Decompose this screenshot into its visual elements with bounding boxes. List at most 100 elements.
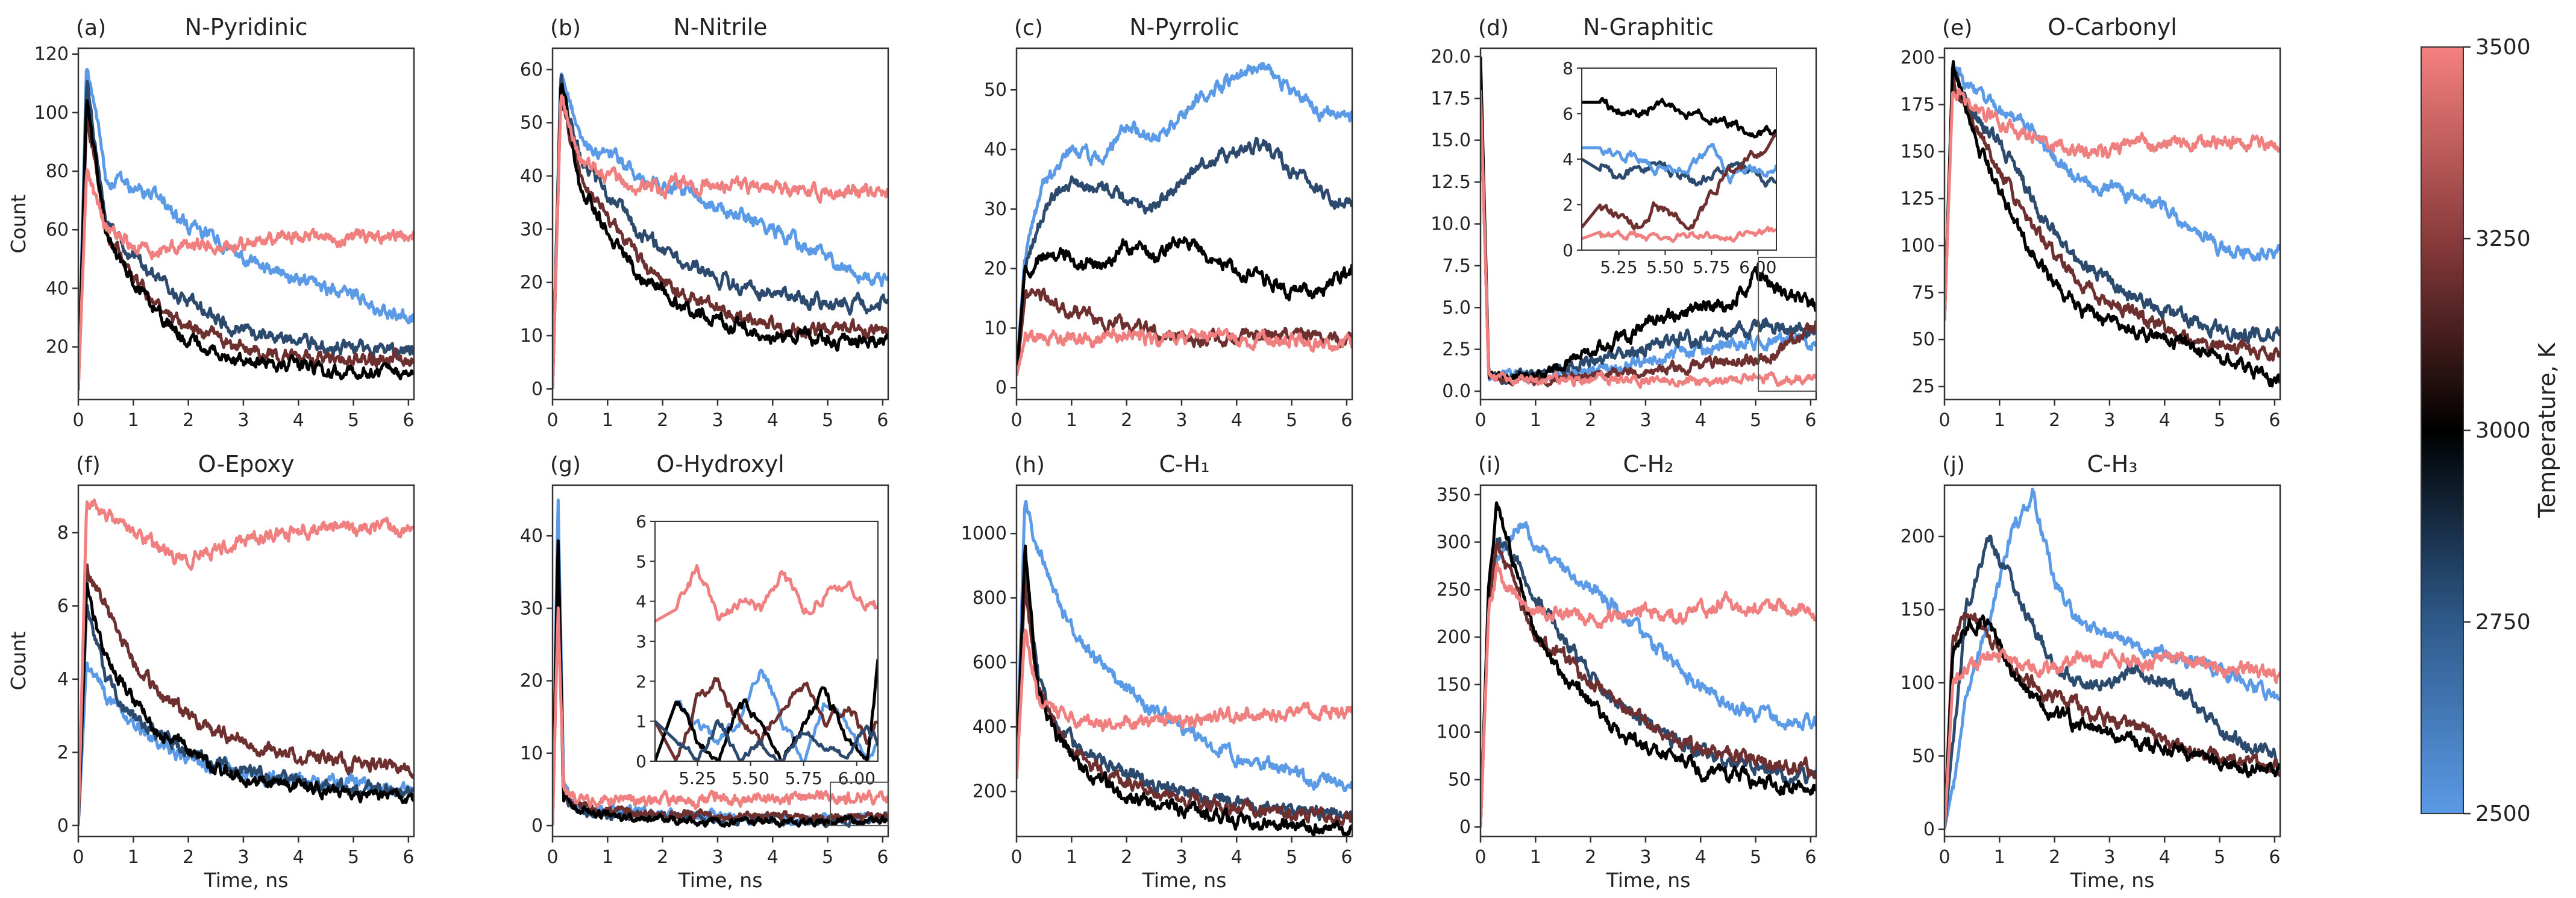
panel-e-ytick-label: 200 (1901, 48, 1935, 69)
panel-g-inset-series-black (655, 659, 878, 761)
panel-d-xtick-label: 1 (1530, 410, 1541, 431)
panel-h-xtick-label: 0 (1011, 847, 1022, 868)
panel-f-ytick-label: 6 (57, 595, 69, 617)
panel-j-series-3500-k (1945, 647, 2280, 830)
panel-a-lines (78, 68, 414, 391)
panel-h-series-3500-k (1017, 629, 1352, 779)
panel-i-xtick-label: 6 (1805, 847, 1816, 868)
panel-g-lines (553, 498, 888, 829)
panel-a: 0 1 2 3 4 5 6 20 40 60 80 100 120 (a) N-Pyridinic Count (7, 14, 415, 431)
panel-a-xtick-label: 4 (293, 410, 304, 431)
panel-d-inset-ytick-label: 4 (1562, 149, 1573, 169)
panel-g-frame (551, 484, 889, 838)
panel-j-ytick-label: 50 (1912, 746, 1935, 767)
colorbar-label: Temperature, K (2534, 342, 2560, 518)
panel-g-inset: 5.25 5.50 5.75 6.00 0 1 2 3 4 5 6 (636, 512, 879, 788)
panel-c-xtick-label: 3 (1176, 410, 1187, 431)
panel-f-title: O-Epoxy (198, 451, 295, 477)
panel-c-series-2500-k (1017, 61, 1352, 376)
panel-h-xtick-label: 4 (1231, 847, 1243, 868)
panel-b-xtick-label: 5 (822, 410, 833, 431)
panel-g-inset-xtick-label: 5.25 (678, 768, 716, 788)
panel-g-xtick-label: 4 (767, 847, 779, 868)
panel-g-ytick-label: 10 (520, 743, 543, 764)
panel-d-lines (1481, 56, 1816, 389)
panel-b-series-3250-k (553, 94, 888, 389)
panel-a-series-2750-k (78, 80, 414, 391)
panel-f-xtick-label: 2 (183, 847, 194, 868)
panel-h-series-2500-k (1017, 500, 1352, 793)
panel-g-zoom-box (830, 781, 889, 826)
panel-f-xtick-label: 4 (293, 847, 304, 868)
panel-e-ytick-label: 25 (1912, 376, 1935, 397)
panel-b-ytick-label: 40 (520, 166, 543, 187)
panel-a-ytick-label: 20 (46, 337, 69, 358)
panel-a-ytick-label: 80 (46, 161, 69, 182)
panel-c-xtick-label: 2 (1121, 410, 1132, 431)
panel-i-xtick-label: 0 (1474, 847, 1486, 868)
panel-g-title: O-Hydroxyl (656, 451, 784, 477)
panel-h-title: C-H₁ (1159, 451, 1209, 477)
colorbar-gradient (2421, 46, 2464, 814)
panel-b-ytick-label: 10 (520, 325, 543, 347)
panel-i-xtick-label: 5 (1750, 847, 1761, 868)
panel-j-ytick-label: 100 (1901, 673, 1935, 694)
panel-b-series-2500-k (553, 72, 888, 389)
panel-c: 0 1 2 3 4 5 6 0 10 20 30 40 50 (c) N-Pyrrolic (984, 14, 1353, 431)
panel-d-inset-series-darkred (1582, 132, 1776, 231)
panel-b-ytick-label: 0 (531, 378, 543, 400)
panel-d-inset-series-darkblue (1582, 157, 1776, 188)
panel-h-frame (1015, 484, 1353, 838)
panel-e-xtick-label: 2 (2049, 410, 2060, 431)
panel-e-lines (1945, 60, 2280, 388)
panel-i-xtick-label: 4 (1695, 847, 1706, 868)
panel-d-ytick-label: 10.0 (1431, 214, 1471, 235)
panel-d-inset-ytick-label: 6 (1562, 104, 1573, 124)
panel-j-ytick-label: 200 (1901, 526, 1935, 547)
panel-b-ytick-label: 50 (520, 113, 543, 134)
panel-i-ytick-label: 250 (1437, 579, 1471, 600)
panel-d-ytick-label: 2.5 (1442, 339, 1471, 360)
panel-g-ytick-label: 40 (520, 526, 543, 547)
panel-d-ytick-label: 5.0 (1442, 297, 1471, 318)
panel-i-xtick-label: 1 (1530, 847, 1541, 868)
panel-i-series-3500-k (1481, 562, 1816, 827)
panel-a-title: N-Pyridinic (185, 14, 308, 40)
panel-b-title: N-Nitrile (673, 14, 767, 40)
panel-f-xtick-label: 6 (403, 847, 414, 868)
panel-a-xtick-label: 0 (72, 410, 84, 431)
panel-e-title: O-Carbonyl (2048, 14, 2177, 40)
panel-e: 0 1 2 3 4 5 6 25 50 75 100 125 150 175 200 (e) O-Carbony… (1901, 14, 2281, 431)
panel-g-xlabel: Time, ns (678, 868, 763, 892)
panel-d-xtick-label: 3 (1640, 410, 1651, 431)
panel-c-title: N-Pyrrolic (1129, 14, 1239, 40)
panel-i-series-2750-k (1481, 536, 1816, 827)
panel-e-letter: (e) (1942, 16, 1972, 40)
panel-j-lines (1945, 488, 2280, 830)
panel-e-frame (1943, 47, 2281, 401)
panel-i-frame (1479, 484, 1817, 838)
panel-g-inset-ytick-label: 6 (636, 512, 647, 532)
panel-a-frame (77, 47, 415, 401)
panel-j-xtick-label: 6 (2269, 847, 2280, 868)
panel-b-xtick-label: 0 (547, 410, 558, 431)
panel-e-series-3250-k (1945, 72, 2280, 362)
panel-g-letter: (g) (550, 453, 581, 477)
panel-d-inset-ytick-label: 0 (1562, 240, 1573, 260)
panel-c-series-3000-k (1017, 236, 1352, 376)
panel-a-xtick-label: 6 (403, 410, 414, 431)
panel-e-ytick-label: 150 (1901, 141, 1935, 162)
panel-d-ytick-label: 17.5 (1431, 88, 1471, 109)
panel-b-frame (551, 47, 889, 401)
panel-h-series-2750-k (1017, 569, 1352, 821)
colorbar-tick-label: 3000 (2475, 418, 2531, 443)
panel-d-inset-series-blue (1582, 143, 1776, 185)
panel-e-ytick-label: 100 (1901, 235, 1935, 256)
panel-j-xlabel: Time, ns (2070, 868, 2155, 892)
panel-i-ytick-label: 50 (1448, 769, 1471, 790)
panel-d-series-3500-k (1481, 90, 1816, 389)
panel-a-xtick-label: 2 (183, 410, 194, 431)
panel-h-series-3000-k (1017, 544, 1352, 837)
panel-e-series-3000-k (1945, 60, 2280, 388)
